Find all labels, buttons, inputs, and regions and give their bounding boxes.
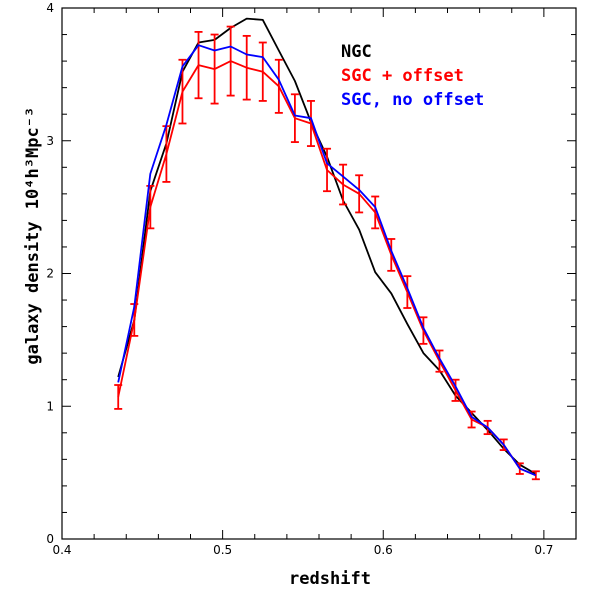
error-bar — [178, 58, 187, 125]
error-bar — [274, 58, 283, 114]
error-bar — [387, 238, 396, 272]
legend: NGC SGC + offset SGC, no offset — [341, 42, 484, 110]
error-bar — [419, 316, 428, 345]
plot-frame — [61, 7, 577, 540]
y-tick-label: 0 — [46, 532, 54, 546]
error-bar — [531, 470, 540, 481]
error-bar — [306, 100, 315, 147]
y-tick-label: 4 — [46, 1, 54, 15]
error-bar — [194, 30, 203, 100]
series-line-sgc-no-offset — [117, 44, 537, 477]
error-bar — [355, 174, 364, 214]
x-axis-label: redshift — [289, 569, 371, 589]
error-bar — [242, 34, 251, 101]
x-tick-label: 0.6 — [374, 543, 393, 557]
x-tick-label: 0.7 — [534, 543, 553, 557]
error-bar — [226, 25, 235, 97]
error-bar — [403, 275, 412, 309]
error-bar — [339, 163, 348, 206]
error-bar — [290, 93, 299, 143]
x-tick-label: 0.5 — [213, 543, 232, 557]
error-bar — [323, 147, 332, 193]
legend-entry-ngc: NGC — [341, 42, 372, 62]
error-bar — [114, 384, 123, 410]
y-axis-unit: 10⁴h³Mpc⁻³ — [23, 107, 43, 209]
y-tick-label: 2 — [46, 267, 54, 281]
y-tick-label: 1 — [46, 399, 54, 413]
error-bar — [146, 184, 155, 230]
error-bar — [451, 378, 460, 402]
legend-entry-sgc-offset: SGC + offset — [341, 66, 464, 86]
x-tick-label: 0.4 — [52, 543, 71, 557]
error-bar — [210, 33, 219, 105]
y-axis-label: galaxy density — [23, 221, 43, 364]
error-bar — [435, 349, 444, 373]
legend-entry-sgc-no-offset: SGC, no offset — [341, 90, 484, 110]
error-bar — [258, 41, 267, 102]
series-line-ngc — [117, 17, 537, 475]
y-tick-label: 3 — [46, 134, 54, 148]
error-bar — [371, 195, 380, 230]
